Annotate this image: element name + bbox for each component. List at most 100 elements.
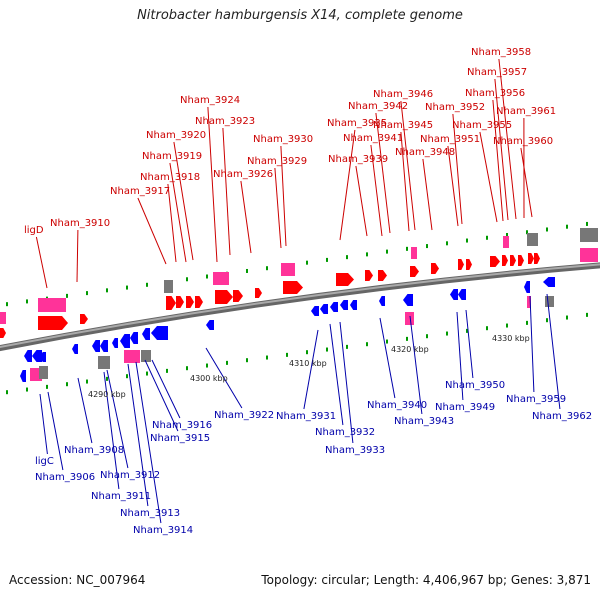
bottom-gene-label: Nham_3932 <box>315 427 375 438</box>
scale-label: 4300 kbp <box>190 374 228 383</box>
forward-gene-arrow <box>336 273 354 286</box>
features-layer <box>0 228 598 382</box>
tick-mark <box>466 238 468 243</box>
top-gene-leader <box>494 78 509 221</box>
genome-summary-text: Topology: circular; Length: 4,406,967 bp… <box>261 573 591 587</box>
tick-mark <box>186 366 188 371</box>
bottom-gene-leader <box>379 317 396 399</box>
forward-gene-arrow <box>365 270 373 281</box>
tick-mark <box>66 382 68 387</box>
reverse-gene-arrow <box>379 296 385 306</box>
bottom-gene-leader <box>529 295 535 393</box>
reverse-gene-arrow <box>450 289 458 300</box>
forward-gene-arrow <box>0 328 6 338</box>
tick-mark <box>206 274 208 279</box>
forward-gene-arrow <box>195 296 203 308</box>
bottom-gene-label: Nham_3922 <box>214 410 274 421</box>
top-gene-label: Nham_3945 <box>373 120 433 131</box>
bottom-gene-label: Nham_3915 <box>150 433 210 444</box>
bottom-gene-label: Nham_3912 <box>100 470 160 481</box>
bottom-gene-label: Nham_3906 <box>35 472 95 483</box>
rna-gene-box <box>527 296 531 308</box>
forward-gene-arrow <box>233 290 243 302</box>
tick-mark <box>166 368 168 373</box>
tick-mark <box>106 288 108 293</box>
bottom-gene-label: Nham_3950 <box>445 380 505 391</box>
forward-gene-arrow <box>410 266 419 277</box>
bottom-gene-label: Nham_3913 <box>120 508 180 519</box>
tick-mark <box>126 285 128 290</box>
top-gene-leader <box>370 144 383 237</box>
top-gene-label: Nham_3957 <box>467 67 527 78</box>
top-gene-leader <box>207 106 218 263</box>
top-gene-leader <box>355 165 368 237</box>
rna-gene-box <box>0 312 6 324</box>
top-gene-label: Nham_3955 <box>452 120 512 131</box>
top-gene-leader <box>422 158 433 231</box>
reverse-gene-arrow <box>330 302 338 312</box>
scale-label: 4310 kbp <box>289 359 327 368</box>
tick-mark <box>206 363 208 368</box>
tick-mark <box>146 371 148 376</box>
top-gene-label: Nham_3956 <box>465 88 525 99</box>
reverse-gene-arrow <box>32 350 42 362</box>
top-gene-leader <box>222 127 231 256</box>
top-gene-label: Nham_3924 <box>180 95 240 106</box>
tick-mark <box>586 312 588 317</box>
top-gene-label: Nham_3935 <box>327 118 387 129</box>
bottom-gene-label: Nham_3959 <box>506 394 566 405</box>
top-gene-label: Nham_3923 <box>195 116 255 127</box>
top-gene-label: Nham_3951 <box>420 134 480 145</box>
rna-gene-box <box>124 350 140 363</box>
top-gene-label: Nham_3958 <box>471 47 531 58</box>
tick-mark <box>526 320 528 325</box>
top-gene-label: Nham_3946 <box>373 89 433 100</box>
reverse-gene-arrow <box>340 300 348 310</box>
tick-mark <box>406 246 408 251</box>
forward-gene-arrow <box>166 296 176 310</box>
tick-mark <box>446 241 448 246</box>
forward-gene-arrow <box>176 296 184 308</box>
rna-gene-box <box>281 263 295 276</box>
reverse-gene-arrow <box>100 340 108 352</box>
tick-mark <box>266 266 268 271</box>
top-gene-leader <box>400 100 416 231</box>
forward-gene-arrow <box>378 270 387 281</box>
tick-mark <box>86 379 88 384</box>
tick-mark <box>526 230 528 235</box>
top-gene-leader <box>35 236 48 289</box>
tick-mark <box>306 260 308 265</box>
top-gene-leader <box>498 58 517 220</box>
forward-gene-arrow <box>215 290 233 304</box>
tick-mark <box>466 328 468 333</box>
tick-mark <box>506 233 508 238</box>
top-gene-label: ligD <box>24 225 44 236</box>
top-gene-label: Nham_3952 <box>425 102 485 113</box>
tick-mark <box>26 299 28 304</box>
tick-mark <box>426 334 428 339</box>
reverse-gene-arrow <box>92 340 100 352</box>
tick-mark <box>346 344 348 349</box>
tick-mark <box>86 291 88 296</box>
top-gene-label: Nham_3926 <box>213 169 273 180</box>
tick-mark <box>186 277 188 282</box>
tick-mark <box>226 360 228 365</box>
forward-gene-arrow <box>186 296 194 308</box>
bottom-gene-label: Nham_3949 <box>435 402 495 413</box>
forward-gene-arrow <box>490 256 500 267</box>
reverse-gene-arrow <box>350 300 357 310</box>
pseudo-gene-box <box>98 356 110 369</box>
bottom-gene-label: Nham_3911 <box>91 491 151 502</box>
forward-gene-arrow <box>510 255 516 266</box>
top-gene-leader <box>274 167 282 249</box>
pseudo-gene-box <box>39 366 48 379</box>
bottom-gene-leader <box>127 363 149 507</box>
tick-mark <box>566 224 568 229</box>
tick-mark <box>366 342 368 347</box>
scale-label: 4290 kbp <box>88 390 126 399</box>
tick-mark <box>386 339 388 344</box>
reverse-gene-arrow <box>403 294 413 306</box>
reverse-gene-arrow <box>458 289 466 300</box>
bottom-gene-label: Nham_3933 <box>325 445 385 456</box>
